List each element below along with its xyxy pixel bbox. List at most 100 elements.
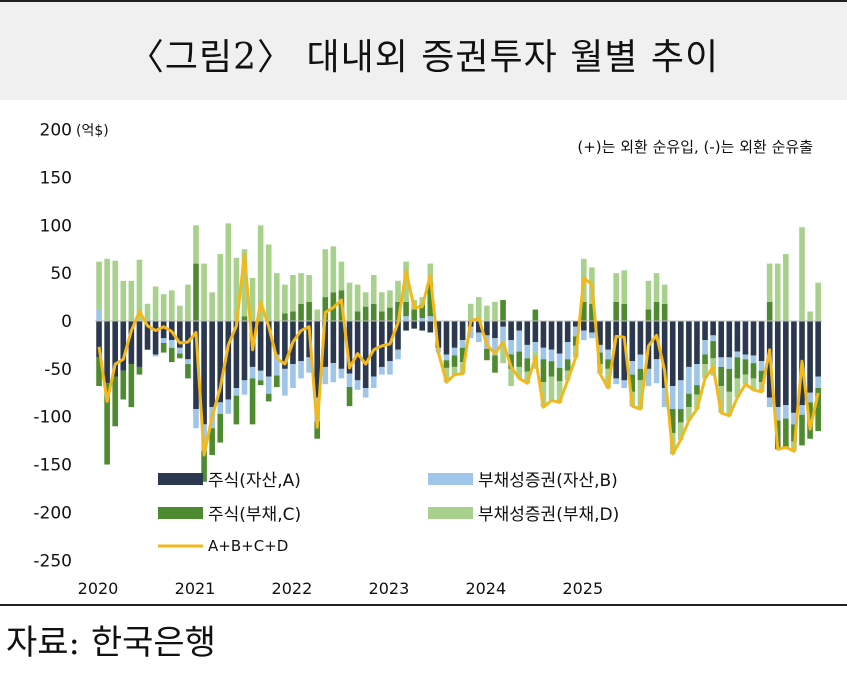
x-tick-label-5: 2025 <box>562 579 603 598</box>
bar-3-71 <box>669 409 676 433</box>
bar-4-18 <box>241 249 248 317</box>
bar-4-58 <box>564 370 571 381</box>
bar-3-68 <box>645 309 652 321</box>
bar-1-28 <box>322 321 329 367</box>
bar-2-85 <box>783 405 789 419</box>
bar-4-11 <box>185 284 191 321</box>
bar-1-29 <box>330 321 337 364</box>
bar-2-29 <box>330 363 337 383</box>
bar-2-11 <box>185 359 191 365</box>
bar-1-75 <box>702 321 708 341</box>
bar-4-49 <box>492 301 498 321</box>
bar-4-50 <box>500 343 506 364</box>
bar-1-41 <box>427 321 434 333</box>
bar-2-8 <box>160 338 167 344</box>
y-tick-label-5: -50 <box>44 360 72 380</box>
bar-3-40 <box>419 304 426 319</box>
bar-4-2 <box>112 260 118 321</box>
bar-3-13 <box>201 451 207 482</box>
bar-2-9 <box>168 340 175 348</box>
bar-3-18 <box>241 316 248 321</box>
bar-3-79 <box>734 357 741 379</box>
bar-4-47 <box>476 297 482 321</box>
bar-3-70 <box>661 303 668 321</box>
bar-1-48 <box>484 321 490 336</box>
bar-2-36 <box>387 361 393 375</box>
bar-3-53 <box>524 358 531 372</box>
bar-1-21 <box>265 321 272 377</box>
bar-4-72 <box>678 422 684 440</box>
bar-2-66 <box>629 361 636 375</box>
bar-layer <box>96 223 821 482</box>
bar-4-75 <box>702 364 708 379</box>
bar-4-83 <box>766 263 773 302</box>
bar-4-77 <box>718 386 724 413</box>
bar-4-48 <box>484 305 490 321</box>
bar-4-67 <box>637 380 644 410</box>
bar-4-30 <box>338 261 345 291</box>
bar-1-8 <box>160 321 167 339</box>
legend-label-4: A+B+C+D <box>208 537 288 555</box>
bar-3-50 <box>500 299 506 321</box>
bar-4-65 <box>621 270 628 304</box>
bar-4-52 <box>516 366 522 379</box>
bar-2-58 <box>564 342 571 360</box>
bar-2-87 <box>799 405 805 415</box>
bar-3-89 <box>815 387 821 432</box>
bar-4-21 <box>265 244 272 321</box>
bar-2-52 <box>516 330 522 352</box>
bar-3-0 <box>96 357 102 387</box>
bar-3-78 <box>726 368 733 392</box>
bar-1-31 <box>346 321 353 374</box>
bar-3-72 <box>678 409 684 423</box>
bar-3-49 <box>492 355 498 373</box>
bar-2-54 <box>532 342 539 352</box>
bar-4-25 <box>298 273 304 304</box>
bar-4-73 <box>686 407 692 421</box>
bar-1-64 <box>613 321 619 379</box>
bar-2-75 <box>702 340 708 355</box>
bar-3-69 <box>653 301 660 321</box>
bar-2-22 <box>274 354 280 376</box>
bar-2-43 <box>443 354 450 361</box>
bar-1-84 <box>774 321 781 408</box>
bar-4-31 <box>346 282 353 321</box>
bar-2-25 <box>298 361 304 379</box>
bar-3-28 <box>322 297 329 321</box>
bar-3-43 <box>443 360 450 368</box>
bar-2-19 <box>249 366 256 379</box>
bar-2-70 <box>661 387 668 408</box>
bar-2-68 <box>645 368 652 387</box>
bar-2-26 <box>306 357 312 373</box>
x-tick-label-2: 2022 <box>272 579 313 598</box>
bar-2-64 <box>613 378 619 385</box>
bar-1-71 <box>669 321 676 387</box>
bar-2-69 <box>653 359 660 384</box>
bar-1-56 <box>548 321 555 350</box>
bar-2-33 <box>362 387 369 398</box>
bar-1-0 <box>96 321 102 358</box>
bar-4-14 <box>209 292 215 321</box>
bar-4-33 <box>362 292 369 307</box>
bar-4-55 <box>540 382 547 408</box>
bar-4-27 <box>314 309 320 321</box>
bar-3-44 <box>451 355 458 367</box>
bar-3-52 <box>516 351 522 367</box>
bar-3-8 <box>160 343 167 353</box>
bar-4-38 <box>403 261 409 302</box>
line-layer <box>97 252 820 457</box>
bar-4-9 <box>168 290 175 321</box>
bar-4-26 <box>306 275 312 302</box>
bar-3-21 <box>265 393 272 402</box>
bar-1-51 <box>508 321 514 341</box>
bar-3-25 <box>298 303 304 321</box>
bar-4-36 <box>387 290 393 308</box>
bar-2-62 <box>597 344 603 353</box>
bar-3-87 <box>799 414 805 446</box>
bar-4-32 <box>354 284 361 312</box>
bar-4-43 <box>443 367 450 383</box>
y-tick-label-2: 100 <box>40 216 72 236</box>
bar-4-79 <box>734 378 741 398</box>
bar-1-79 <box>734 321 741 352</box>
bar-2-31 <box>346 373 353 388</box>
